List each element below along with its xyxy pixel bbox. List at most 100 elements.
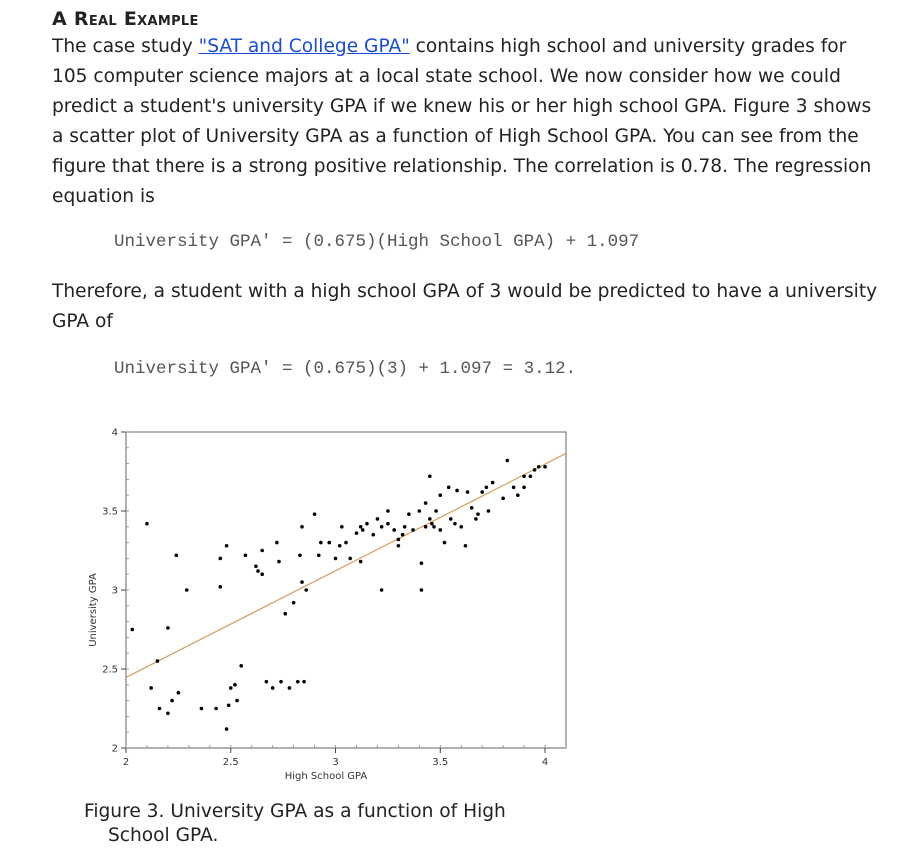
data-point	[130, 627, 135, 632]
data-point	[360, 528, 365, 532]
data-point	[432, 525, 436, 529]
data-point	[243, 553, 248, 558]
data-point	[157, 706, 162, 711]
data-point	[430, 521, 434, 526]
data-point	[235, 698, 239, 703]
prediction-paragraph: Therefore, a student with a high school …	[52, 281, 878, 332]
data-point	[522, 485, 526, 490]
data-point	[277, 559, 281, 564]
data-point	[379, 525, 384, 529]
data-point	[344, 540, 348, 545]
data-point	[459, 525, 464, 529]
data-point	[218, 585, 223, 589]
data-point	[411, 528, 415, 532]
data-point	[522, 474, 526, 479]
data-point	[166, 626, 170, 630]
data-point	[442, 540, 447, 545]
data-point	[254, 564, 258, 569]
data-point	[386, 509, 390, 513]
intro-text-after-link: contains high school and university grad…	[52, 36, 872, 207]
data-point	[455, 488, 459, 493]
x-tick-label: 2	[123, 757, 129, 768]
data-point	[260, 548, 264, 553]
data-point	[448, 517, 453, 521]
article-section: A Real Example The case study "SAT and C…	[52, 6, 882, 383]
data-point	[145, 521, 149, 526]
data-point	[379, 588, 384, 592]
data-point	[490, 480, 495, 485]
data-point	[316, 553, 321, 558]
data-point	[438, 493, 443, 497]
data-point	[260, 572, 264, 576]
data-point	[337, 543, 342, 548]
data-point	[386, 521, 390, 526]
data-point	[476, 512, 480, 516]
y-tick-label: 3	[112, 586, 118, 597]
data-point	[298, 553, 302, 558]
data-point	[264, 679, 269, 684]
y-axis-label: University GPA	[88, 573, 99, 647]
prediction-equation: University GPA' = (0.675)(3) + 1.097 = 3…	[114, 359, 577, 379]
x-axis-label: High School GPA	[285, 771, 368, 782]
figure-caption: Figure 3. University GPA as a function o…	[84, 800, 564, 848]
data-point	[224, 727, 229, 731]
x-tick-label: 2.5	[223, 757, 239, 768]
data-point	[302, 679, 306, 684]
x-tick-label: 3.5	[432, 757, 448, 768]
data-point	[176, 690, 181, 695]
data-point	[233, 683, 237, 687]
data-point	[486, 509, 491, 513]
data-point	[348, 556, 352, 561]
case-study-link[interactable]: "SAT and College GPA"	[198, 36, 410, 57]
data-point	[275, 540, 279, 545]
data-point	[224, 543, 229, 548]
caption-line-2: School GPA.	[108, 825, 219, 846]
data-point	[283, 611, 288, 616]
data-point	[300, 525, 304, 529]
data-point	[239, 664, 244, 668]
data-point	[371, 532, 376, 537]
x-tick-label: 4	[542, 757, 548, 768]
data-point	[358, 559, 363, 564]
regression-line	[125, 452, 567, 678]
data-point	[423, 501, 428, 505]
data-point	[214, 706, 218, 711]
data-point	[226, 703, 231, 708]
data-point	[199, 706, 204, 711]
intro-paragraph: The case study "SAT and College GPA" con…	[52, 32, 882, 212]
data-point	[340, 525, 344, 529]
y-tick-label: 3.5	[102, 507, 118, 518]
data-point	[532, 468, 537, 472]
data-point	[446, 485, 451, 490]
data-point	[375, 517, 380, 521]
data-point	[327, 540, 332, 545]
data-point	[419, 588, 424, 592]
data-point	[155, 659, 160, 663]
scatter-plot: 2 2.5 3 3.5 4 2 2.5 3 3.5 4 High School GPA Univers…	[88, 428, 567, 782]
regression-equation: University GPA' = (0.675)(High School GP…	[114, 232, 640, 252]
data-point	[170, 698, 174, 703]
data-point	[228, 686, 233, 690]
y-tick-label: 4	[112, 428, 118, 439]
data-point	[543, 464, 547, 469]
data-point	[516, 493, 520, 497]
y-tick-label: 2.5	[102, 665, 118, 676]
data-point	[480, 490, 484, 494]
plot-frame	[125, 431, 567, 749]
data-point	[419, 561, 424, 565]
data-point	[354, 531, 359, 535]
data-point	[428, 517, 432, 521]
data-point	[423, 525, 428, 529]
data-point	[505, 458, 510, 463]
data-point	[469, 506, 474, 510]
data-point	[511, 485, 516, 490]
data-point	[365, 521, 369, 526]
data-point	[417, 509, 422, 513]
data-point	[474, 517, 478, 521]
data-point	[184, 588, 189, 592]
data-point	[528, 474, 533, 479]
section-heading: A Real Example	[52, 8, 199, 30]
data-point	[536, 464, 541, 469]
data-point	[434, 509, 438, 513]
data-point	[501, 496, 505, 501]
